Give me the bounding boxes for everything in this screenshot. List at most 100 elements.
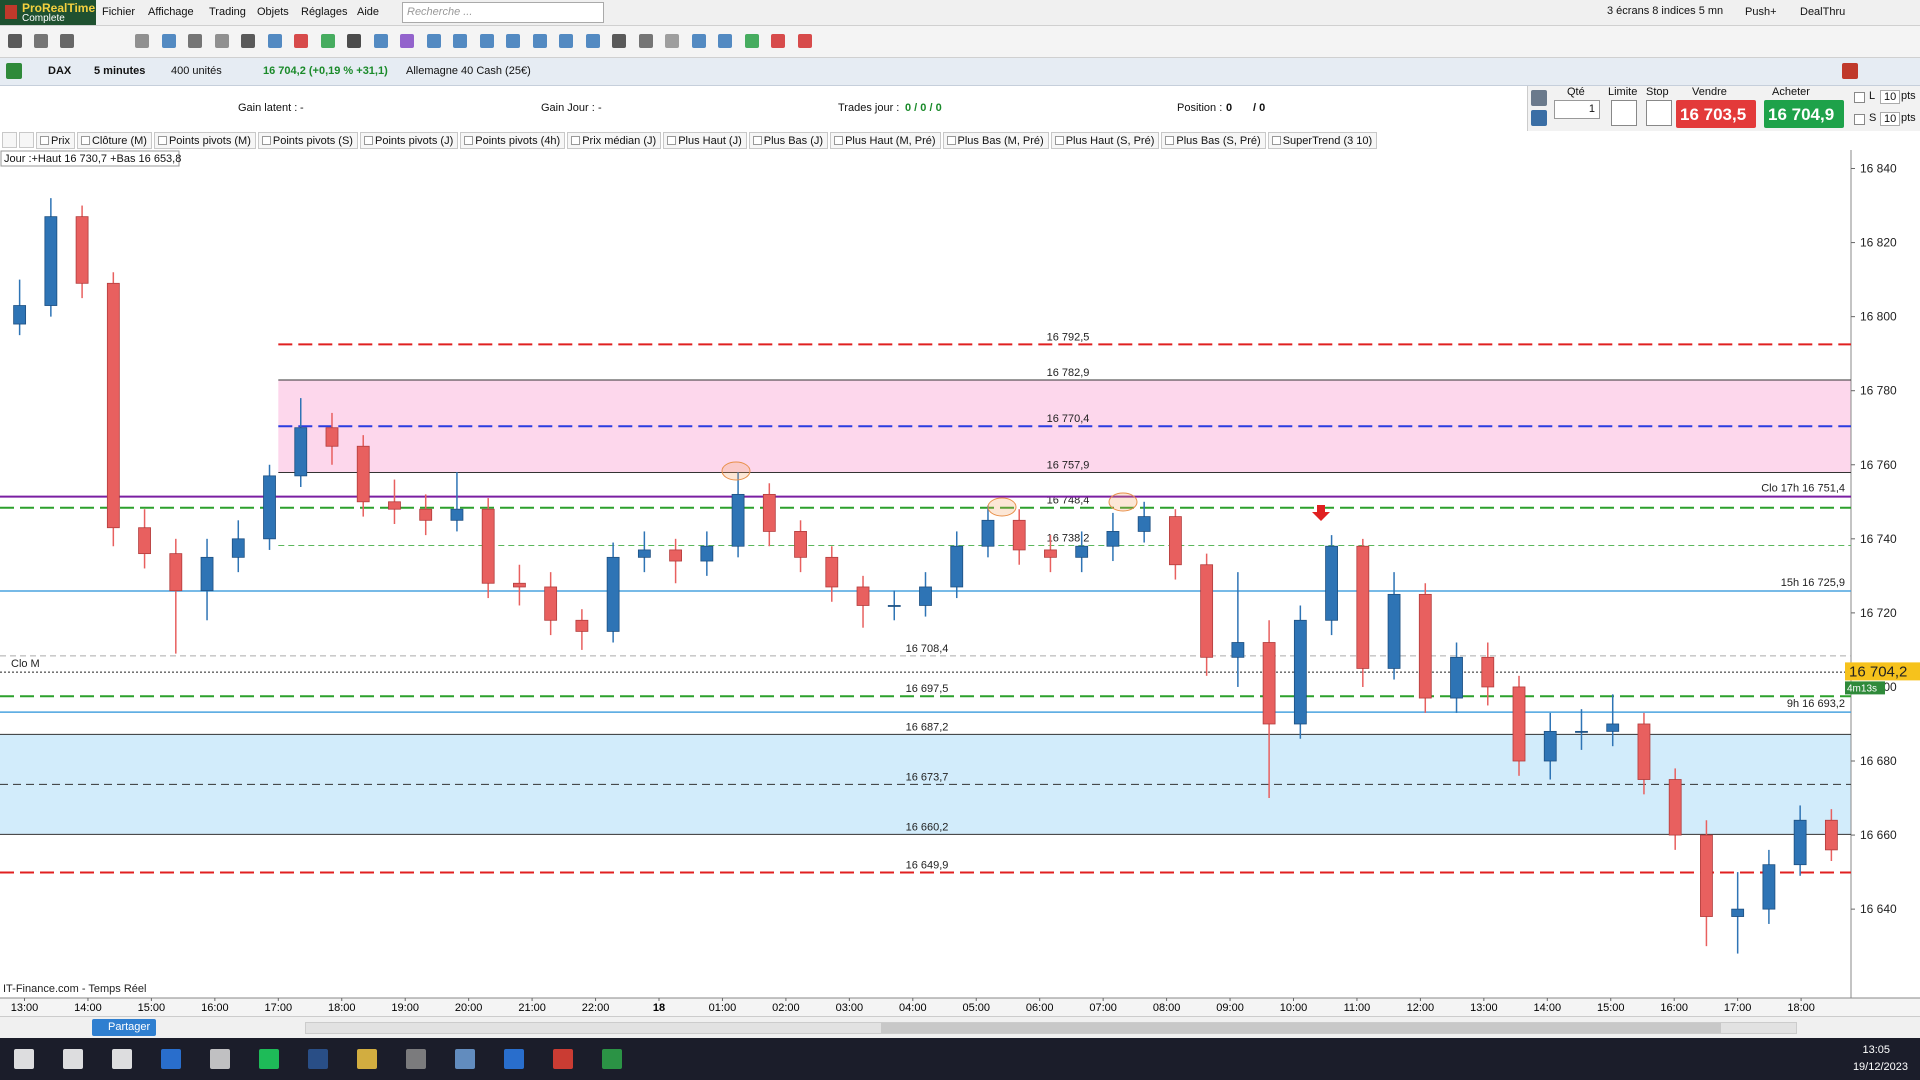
dealthru-label[interactable]: DealThru (1800, 6, 1846, 18)
tool-button[interactable] (718, 34, 732, 48)
candle-body (231, 538, 245, 558)
tool-button[interactable] (585, 34, 600, 48)
tool-button[interactable] (691, 34, 706, 48)
s-checkbox[interactable] (1854, 114, 1865, 125)
indicator-tab[interactable]: Prix (36, 132, 75, 149)
tool-button[interactable] (797, 34, 812, 48)
calc-icon[interactable] (1531, 110, 1547, 126)
screens-label[interactable]: 3 écrans 8 indices 5 mn (1607, 5, 1724, 17)
tool-button[interactable] (214, 34, 229, 48)
taskbar-icon[interactable] (455, 1049, 475, 1069)
tool-button[interactable] (612, 34, 626, 48)
last-price-label: 16 704,2 (1849, 663, 1907, 680)
tool-button[interactable] (373, 34, 388, 48)
indicator-tab[interactable]: Points pivots (M) (153, 132, 256, 149)
stop-label: Stop (1646, 86, 1669, 98)
indicator-tab[interactable]: Plus Haut (S, Pré) (1050, 132, 1160, 149)
l-value[interactable]: 10 (1880, 90, 1901, 104)
indicator-tabs: Prix Clôture (M) Points pivots (M) Points p… (0, 132, 1920, 150)
share-button[interactable]: Partager (92, 1019, 156, 1036)
taskbar-icon[interactable] (259, 1049, 279, 1069)
menu-item[interactable]: Réglages (301, 6, 348, 18)
tool-button[interactable] (347, 34, 361, 48)
indicator-tab[interactable]: Points pivots (S) (257, 132, 358, 149)
tool-button[interactable] (638, 34, 653, 48)
tool-button[interactable] (320, 34, 335, 48)
period[interactable]: 5 minutes (94, 65, 146, 77)
tab-add[interactable] (19, 132, 34, 148)
tool-button[interactable] (267, 34, 282, 48)
l-checkbox[interactable] (1854, 92, 1865, 103)
candle-body (1012, 519, 1026, 551)
menu-item[interactable]: Trading (209, 6, 246, 18)
tool-button[interactable] (60, 34, 74, 48)
stop-button[interactable] (1646, 100, 1672, 126)
taskbar-icon[interactable] (63, 1049, 83, 1069)
tool-button[interactable] (161, 34, 176, 48)
x-tick-label: 04:00 (899, 1002, 927, 1014)
tool-button[interactable] (506, 34, 520, 48)
candle-body (1044, 549, 1057, 558)
units[interactable]: 400 unités (171, 65, 222, 77)
menu-item[interactable]: Objets (257, 6, 289, 18)
candle-body (1824, 819, 1838, 851)
indicator-tab[interactable]: Plus Bas (S, Pré) (1161, 132, 1266, 149)
taskbar-icon[interactable] (357, 1049, 377, 1069)
settings-icon[interactable] (1531, 90, 1547, 106)
tool-button[interactable] (559, 34, 573, 48)
logo[interactable]: ProRealTime Complete (0, 0, 96, 25)
tool-button[interactable] (188, 34, 202, 48)
indicator-tab[interactable]: Points pivots (J) (359, 132, 459, 149)
position: 0 (1226, 102, 1233, 114)
tool-button[interactable] (532, 34, 547, 48)
tool-button[interactable] (771, 34, 785, 48)
scroll-thumb[interactable] (881, 1023, 1721, 1033)
candle-body (138, 527, 151, 555)
indicator-tab[interactable]: Clôture (M) (76, 132, 152, 149)
scrollbar[interactable] (305, 1022, 1797, 1034)
push-label[interactable]: Push+ (1745, 6, 1777, 18)
indicator-tab[interactable]: Prix médian (J) (567, 132, 662, 149)
taskbar-icon[interactable] (504, 1049, 524, 1069)
indicator-tab[interactable]: Plus Bas (J) (748, 132, 829, 149)
taskbar-icon[interactable] (602, 1049, 622, 1069)
buy-button[interactable]: 16 704,9 (1764, 100, 1844, 128)
indicator-tab[interactable]: Plus Bas (M, Pré) (942, 132, 1049, 149)
tool-button[interactable] (665, 34, 679, 48)
qty-input[interactable]: 1 (1554, 100, 1600, 119)
taskbar-icon[interactable] (308, 1049, 328, 1069)
tool-button[interactable] (294, 34, 308, 48)
indicator-tab[interactable]: Plus Haut (M, Pré) (830, 132, 941, 149)
symbol[interactable]: DAX (48, 65, 72, 77)
limit-button[interactable] (1611, 100, 1637, 126)
tab-add[interactable] (2, 132, 17, 148)
taskbar-icon[interactable] (210, 1049, 230, 1069)
indicator-tab[interactable]: Points pivots (4h) (460, 132, 566, 149)
tool-button[interactable] (426, 34, 441, 48)
tool-button[interactable] (241, 34, 255, 48)
search-box[interactable]: Recherche ... (402, 2, 604, 23)
tool-button[interactable] (400, 34, 414, 48)
menu-item[interactable]: Fichier (102, 6, 136, 18)
taskbar-icon[interactable] (14, 1049, 34, 1069)
menu-item[interactable]: Affichage (148, 6, 194, 18)
sync-icon[interactable] (6, 63, 22, 79)
s-value[interactable]: 10 (1880, 112, 1901, 126)
taskbar-icon[interactable] (553, 1049, 573, 1069)
sell-button[interactable]: 16 703,5 (1676, 100, 1756, 128)
tool-button[interactable] (135, 34, 149, 48)
instrument-bar: DAX 5 minutes 400 unités 16 704,2 (+0,19… (0, 58, 1920, 86)
tool-button[interactable] (479, 34, 494, 48)
tool-button[interactable] (34, 34, 48, 48)
taskbar-icon[interactable] (406, 1049, 426, 1069)
taskbar-icon[interactable] (112, 1049, 132, 1069)
tool-button[interactable] (8, 34, 22, 48)
tool-button[interactable] (453, 34, 467, 48)
tool-button[interactable] (744, 34, 759, 48)
indicator-tab[interactable]: Plus Haut (J) (663, 132, 747, 149)
taskbar-icon[interactable] (161, 1049, 181, 1069)
indicator-tab[interactable]: SuperTrend (3 10) (1267, 132, 1378, 149)
menu-item[interactable]: Aide (357, 6, 380, 18)
close-icon[interactable] (1842, 63, 1858, 79)
x-tick-label: 14:00 (1534, 1002, 1562, 1014)
